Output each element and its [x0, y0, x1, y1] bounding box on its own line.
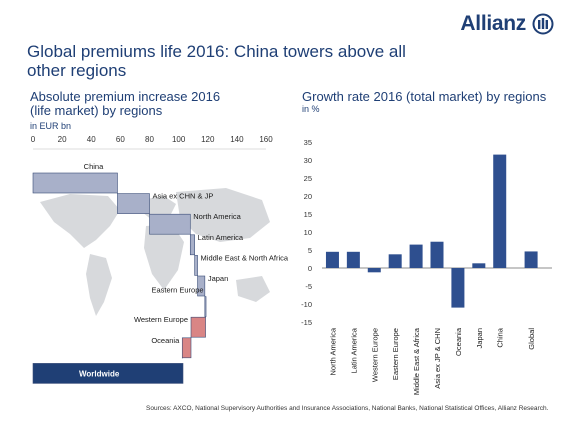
x-tick-label: 160 — [259, 135, 273, 144]
y-tick-label: -15 — [301, 318, 312, 327]
left-panel-title: Absolute premium increase 2016 (life mar… — [30, 90, 220, 118]
waterfall-bar — [181, 337, 192, 359]
waterfall-bar — [194, 255, 198, 276]
waterfall-bar — [190, 316, 206, 338]
waterfall-bar — [149, 213, 191, 235]
x-tick-label: 120 — [201, 135, 215, 144]
growth-bar — [430, 241, 444, 268]
left-panel-title-line2: (life market) by regions — [30, 103, 163, 118]
x-tick-label: 100 — [172, 135, 186, 144]
map-south-america — [86, 254, 112, 316]
x-tick-label: 140 — [230, 135, 244, 144]
waterfall-bar — [32, 363, 184, 384]
category-label: Latin America — [198, 233, 244, 242]
y-tick-label: 0 — [308, 264, 312, 273]
y-tick-label: 35 — [304, 138, 312, 147]
y-tick-label: 25 — [304, 174, 312, 183]
growth-bar — [388, 254, 402, 268]
y-tick-label: 30 — [304, 156, 312, 165]
x-category-label: Eastern Europe — [391, 328, 400, 380]
waterfall-bar — [189, 234, 195, 256]
world-map-background — [40, 188, 270, 316]
growth-bar — [451, 268, 465, 308]
x-category-label: North America — [328, 327, 337, 375]
brand-name: Allianz — [460, 12, 526, 35]
x-tick-label: 80 — [145, 135, 154, 144]
category-label: Middle East & North Africa — [201, 253, 289, 262]
growth-bar — [472, 263, 486, 268]
x-category-label: Oceania — [454, 327, 463, 356]
category-label: Asia ex CHN & JP — [153, 192, 214, 201]
growth-bar — [367, 268, 381, 273]
y-tick-label: 10 — [304, 228, 312, 237]
growth-bar — [346, 251, 360, 268]
brand-logo: Allianz — [460, 12, 554, 36]
growth-bar — [325, 251, 339, 268]
map-north-america — [40, 194, 120, 248]
left-panel-unit: in EUR bn — [30, 121, 72, 131]
y-tick-label: -10 — [301, 300, 312, 309]
map-africa — [144, 224, 184, 290]
x-tick-label: 60 — [116, 135, 125, 144]
waterfall-bar — [197, 275, 206, 297]
map-australia — [236, 276, 270, 302]
x-tick-label: 0 — [31, 135, 36, 144]
category-label: Worldwide — [79, 369, 120, 378]
growth-bar — [409, 244, 423, 268]
x-category-label: Latin America — [349, 327, 358, 373]
category-label: Eastern Europe — [151, 286, 203, 295]
waterfall-bar — [32, 172, 118, 194]
page-title: Global premiums life 2016: China towers … — [27, 42, 406, 80]
allianz-eagle-icon — [532, 13, 554, 35]
right-panel-title: Growth rate 2016 (total market) by regio… — [302, 89, 547, 104]
waterfall-bar — [204, 296, 207, 317]
category-label: Western Europe — [134, 315, 188, 324]
category-label: China — [84, 162, 104, 171]
x-category-label: Japan — [475, 328, 484, 348]
left-panel-title-line1: Absolute premium increase 2016 — [30, 89, 221, 104]
waterfall-bar — [117, 193, 150, 214]
y-tick-label: 15 — [304, 210, 312, 219]
category-label: Oceania — [151, 336, 180, 345]
x-category-label: Western Europe — [370, 328, 379, 382]
category-label: North America — [193, 212, 241, 221]
waterfall-chart: 0 20 40 60 80 100 120 140 160 China Asia ex CHN &… — [31, 135, 289, 384]
x-category-label: Asia ex JP & CHN — [433, 328, 442, 389]
growth-bar — [493, 154, 507, 268]
right-panel-unit: in % — [302, 104, 320, 114]
x-tick-label: 40 — [87, 135, 96, 144]
x-tick-label: 20 — [58, 135, 67, 144]
map-asia — [176, 188, 270, 242]
x-category-label: China — [496, 327, 505, 347]
x-category-label: Global — [527, 328, 536, 350]
y-tick-label: 20 — [304, 192, 312, 201]
x-category-label: Middle East & Africa — [412, 327, 421, 395]
growth-bar — [524, 251, 538, 268]
y-tick-label: 5 — [308, 246, 312, 255]
category-label: Japan — [208, 274, 228, 283]
growth-rate-chart: 35 30 25 20 15 10 5 0 -5 -10 -15 North America Lati… — [301, 138, 552, 395]
source-note: Sources: AXCO, National Supervisory Auth… — [146, 405, 549, 412]
y-tick-label: -5 — [305, 282, 312, 291]
